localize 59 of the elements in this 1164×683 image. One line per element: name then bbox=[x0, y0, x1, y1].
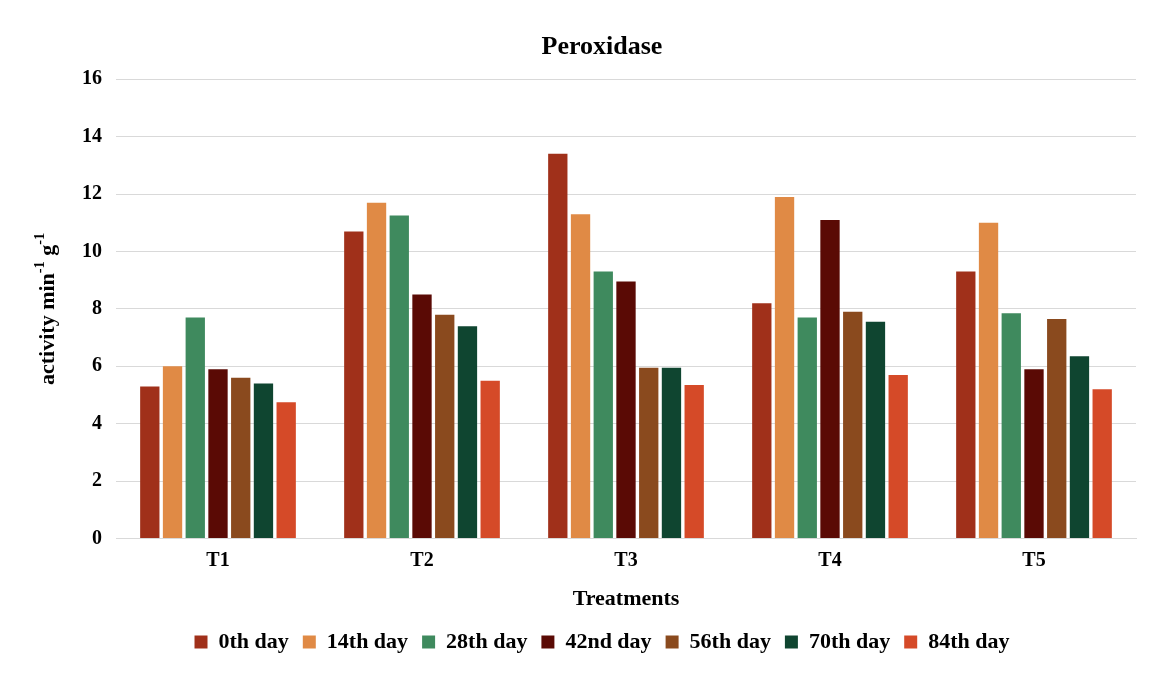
bar bbox=[978, 222, 999, 539]
bar bbox=[366, 202, 387, 539]
bar bbox=[616, 281, 636, 539]
bar bbox=[140, 386, 160, 539]
bar bbox=[389, 215, 409, 539]
bar bbox=[639, 367, 659, 539]
chart-title: Peroxidase bbox=[541, 31, 663, 61]
y-tick-label: 0 bbox=[92, 525, 102, 548]
y-tick-label: 8 bbox=[92, 296, 102, 319]
bar bbox=[276, 402, 296, 539]
bar bbox=[480, 380, 500, 539]
bar bbox=[548, 153, 568, 539]
legend-label: 42nd day bbox=[565, 627, 652, 653]
bar bbox=[797, 317, 817, 539]
bar bbox=[752, 303, 772, 539]
bar bbox=[820, 219, 840, 539]
x-tick-label: T5 bbox=[1022, 547, 1046, 570]
bar bbox=[344, 231, 364, 539]
bar bbox=[185, 317, 205, 539]
bar bbox=[457, 326, 478, 539]
bar bbox=[774, 196, 795, 539]
bar bbox=[1047, 318, 1067, 539]
bar bbox=[1092, 389, 1112, 539]
y-tick-label: 16 bbox=[82, 66, 102, 89]
bar bbox=[661, 367, 682, 539]
bar bbox=[865, 321, 886, 539]
legend-label: 84th day bbox=[928, 627, 1010, 653]
bar bbox=[435, 314, 455, 539]
y-axis-title: activity min-1 g-1 bbox=[31, 232, 59, 385]
legend-label: 0th day bbox=[218, 627, 289, 653]
bar bbox=[593, 271, 613, 539]
y-tick-label: 4 bbox=[92, 410, 102, 433]
bar bbox=[843, 311, 863, 539]
y-tick-label: 12 bbox=[82, 181, 102, 204]
y-tick-label: 6 bbox=[92, 353, 102, 376]
bar bbox=[570, 214, 591, 539]
bar bbox=[412, 294, 432, 539]
bar bbox=[208, 369, 228, 539]
legend-label: 70th day bbox=[808, 627, 891, 653]
bar bbox=[956, 271, 976, 539]
x-tick-label: T3 bbox=[614, 547, 638, 570]
bar bbox=[253, 383, 274, 539]
x-tick-label: T1 bbox=[206, 547, 230, 570]
y-tick-label: 10 bbox=[82, 238, 102, 261]
bar bbox=[684, 384, 704, 539]
bar bbox=[162, 366, 183, 539]
bar bbox=[231, 377, 251, 539]
bar bbox=[1069, 356, 1090, 539]
x-axis-title: Treatments bbox=[572, 585, 680, 611]
x-tick-label: T4 bbox=[818, 547, 842, 570]
legend-label: 56th day bbox=[689, 627, 771, 653]
y-tick-label: 2 bbox=[92, 468, 102, 491]
legend-label: 14th day bbox=[326, 627, 409, 653]
bar bbox=[1001, 313, 1021, 539]
bar bbox=[888, 374, 908, 539]
x-tick-label: T2 bbox=[410, 547, 434, 570]
legend-label: 28th day bbox=[446, 627, 528, 653]
bar bbox=[1024, 369, 1044, 539]
y-tick-label: 14 bbox=[82, 123, 102, 146]
